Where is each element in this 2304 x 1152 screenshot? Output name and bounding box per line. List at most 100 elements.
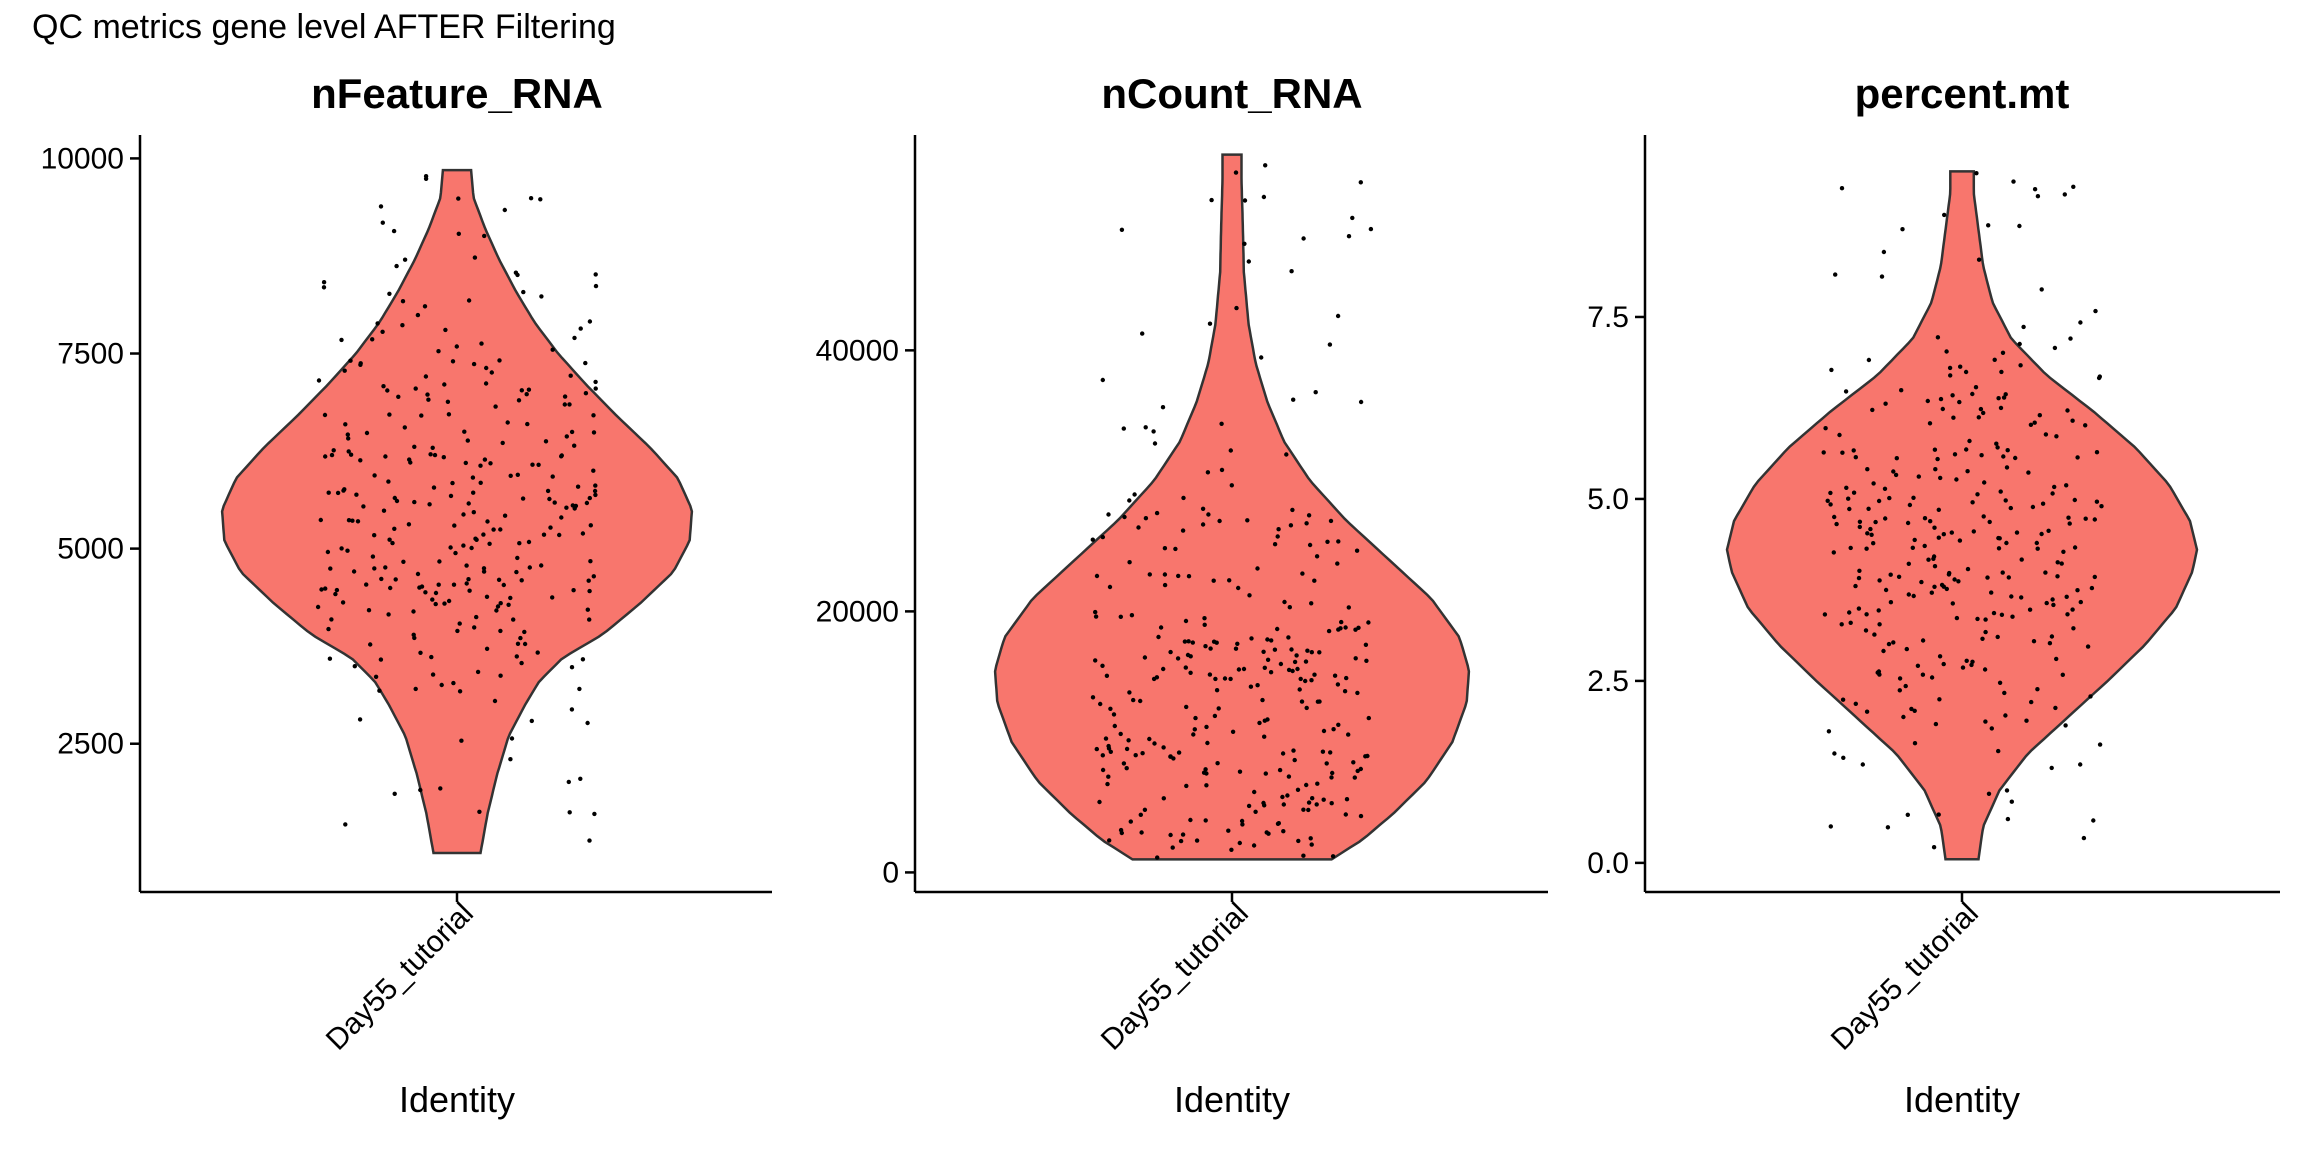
jitter-point: [1839, 186, 1845, 191]
jitter-point: [472, 255, 478, 260]
jitter-point: [355, 519, 361, 524]
jitter-point: [2047, 641, 2053, 646]
jitter-point: [1272, 542, 1278, 547]
jitter-point: [1207, 672, 1213, 677]
jitter-point: [1329, 801, 1334, 806]
jitter-point: [1203, 818, 1208, 823]
jitter-point: [461, 543, 466, 548]
jitter-point: [1948, 373, 1953, 378]
jitter-point: [479, 341, 484, 346]
jitter-point: [1342, 689, 1348, 694]
jitter-point: [2009, 594, 2014, 599]
jitter-point: [548, 525, 553, 530]
jitter-point: [1227, 578, 1232, 583]
jitter-point: [2054, 434, 2059, 439]
jitter-point: [1946, 572, 1952, 577]
jitter-point: [1853, 455, 1859, 460]
jitter-point: [1826, 729, 1832, 734]
jitter-point: [2026, 470, 2031, 475]
jitter-point: [443, 327, 448, 333]
jitter-point: [1978, 406, 1984, 412]
jitter-point: [1287, 605, 1293, 610]
jitter-point: [1260, 697, 1265, 703]
jitter-point: [1881, 249, 1887, 255]
jitter-point: [1127, 690, 1132, 695]
jitter-point: [1324, 761, 1329, 766]
jitter-point: [562, 402, 567, 407]
jitter-point: [377, 688, 382, 693]
jitter-point: [1193, 715, 1198, 721]
jitter-point: [1215, 761, 1220, 766]
jitter-point: [522, 641, 528, 647]
jitter-point: [1883, 516, 1888, 521]
jitter-point: [1346, 732, 1351, 737]
jitter-point: [343, 822, 348, 827]
jitter-point: [372, 533, 377, 538]
jitter-point: [1309, 650, 1315, 655]
jitter-point: [1851, 448, 1856, 453]
jitter-point: [450, 480, 455, 486]
jitter-point: [431, 485, 437, 490]
jitter-point: [1330, 770, 1335, 776]
jitter-point: [1336, 722, 1341, 727]
jitter-point: [1940, 406, 1946, 412]
jitter-point: [1112, 723, 1118, 729]
jitter-point: [494, 608, 499, 613]
jitter-point: [2053, 705, 2058, 711]
jitter-point: [1950, 393, 1955, 398]
jitter-point: [567, 810, 572, 815]
jitter-point: [471, 361, 477, 367]
jitter-point: [1920, 672, 1926, 677]
jitter-point: [2070, 418, 2075, 423]
jitter-point: [1344, 675, 1349, 681]
jitter-point: [2014, 530, 2020, 535]
jitter-point: [1275, 534, 1280, 539]
jitter-point: [484, 646, 490, 651]
jitter-point: [1336, 627, 1341, 632]
x-tick-label: Day55_tutorial: [1095, 897, 1255, 1057]
jitter-point: [368, 642, 373, 647]
jitter-point: [568, 373, 573, 378]
jitter-point: [550, 595, 555, 600]
jitter-point: [1975, 492, 1980, 497]
jitter-point: [1928, 519, 1933, 524]
jitter-point: [378, 204, 384, 209]
jitter-point: [325, 549, 331, 555]
jitter-point: [1828, 502, 1833, 507]
jitter-point: [1160, 405, 1166, 410]
jitter-point: [1929, 590, 1935, 595]
violin-body: [1725, 170, 2199, 861]
jitter-point: [2046, 528, 2051, 533]
jitter-point: [1216, 706, 1221, 711]
jitter-point: [1118, 731, 1123, 737]
jitter-point: [1997, 536, 2002, 541]
jitter-point: [588, 523, 593, 528]
jitter-point: [464, 581, 469, 586]
jitter-point: [2040, 501, 2046, 506]
jitter-point: [517, 541, 522, 546]
jitter-point: [1290, 507, 1295, 513]
jitter-point: [495, 604, 501, 609]
jitter-point: [2011, 179, 2016, 184]
jitter-point: [2097, 374, 2102, 379]
jitter-point: [1881, 648, 1886, 654]
jitter-point: [1100, 753, 1106, 758]
jitter-point: [1919, 579, 1924, 585]
jitter-point: [1228, 676, 1233, 682]
jitter-point: [524, 392, 529, 397]
jitter-point: [441, 455, 446, 460]
jitter-point: [1255, 566, 1260, 571]
jitter-point: [584, 500, 590, 506]
jitter-point: [498, 601, 503, 606]
jitter-point: [1262, 718, 1268, 723]
jitter-point: [1851, 490, 1857, 495]
jitter-point: [1976, 257, 1982, 262]
jitter-point: [2019, 595, 2024, 600]
jitter-point: [1942, 212, 1947, 218]
jitter-point: [429, 654, 434, 660]
jitter-point: [2051, 602, 2056, 608]
jitter-point: [430, 597, 435, 602]
jitter-point: [1301, 807, 1306, 812]
jitter-point: [446, 412, 452, 417]
